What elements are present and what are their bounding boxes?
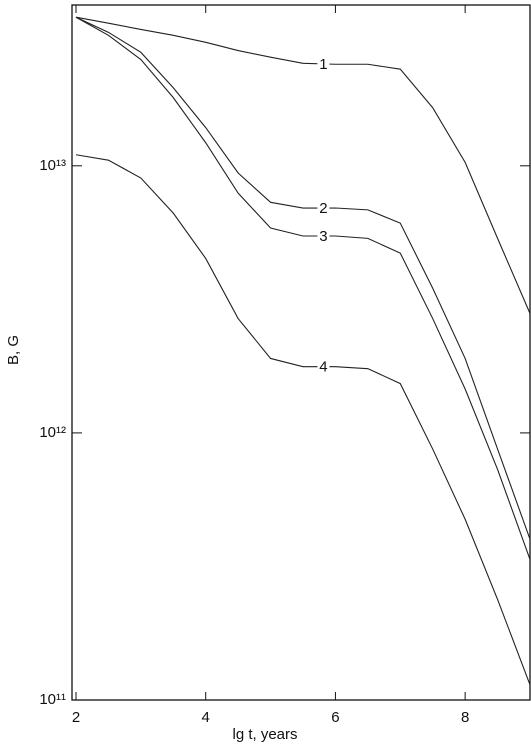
y-tick-label: 10¹² <box>39 424 66 441</box>
x-tick-label: 4 <box>202 709 210 726</box>
y-axis-label: B, G <box>5 335 22 365</box>
x-tick-label: 2 <box>72 709 80 726</box>
curve <box>75 16 531 560</box>
x-tick-label: 8 <box>461 709 469 726</box>
curve-label-bg <box>317 200 330 217</box>
curve-label-bg <box>317 56 330 73</box>
curve-label: 3 <box>319 228 327 245</box>
curve-label: 1 <box>319 56 327 73</box>
plot-frame <box>71 4 531 701</box>
curve-label-bg <box>317 228 330 245</box>
curve <box>75 16 531 314</box>
y-tick-label: 10¹³ <box>39 157 66 174</box>
curve-label: 2 <box>319 200 327 217</box>
y-tick-label: 10¹¹ <box>39 691 66 708</box>
curve-label: 4 <box>319 359 327 376</box>
x-axis-label: lg t, years <box>232 726 297 743</box>
curve-label-bg <box>317 358 330 375</box>
x-tick-label: 6 <box>331 709 339 726</box>
curve <box>75 16 531 540</box>
curve <box>75 154 531 685</box>
